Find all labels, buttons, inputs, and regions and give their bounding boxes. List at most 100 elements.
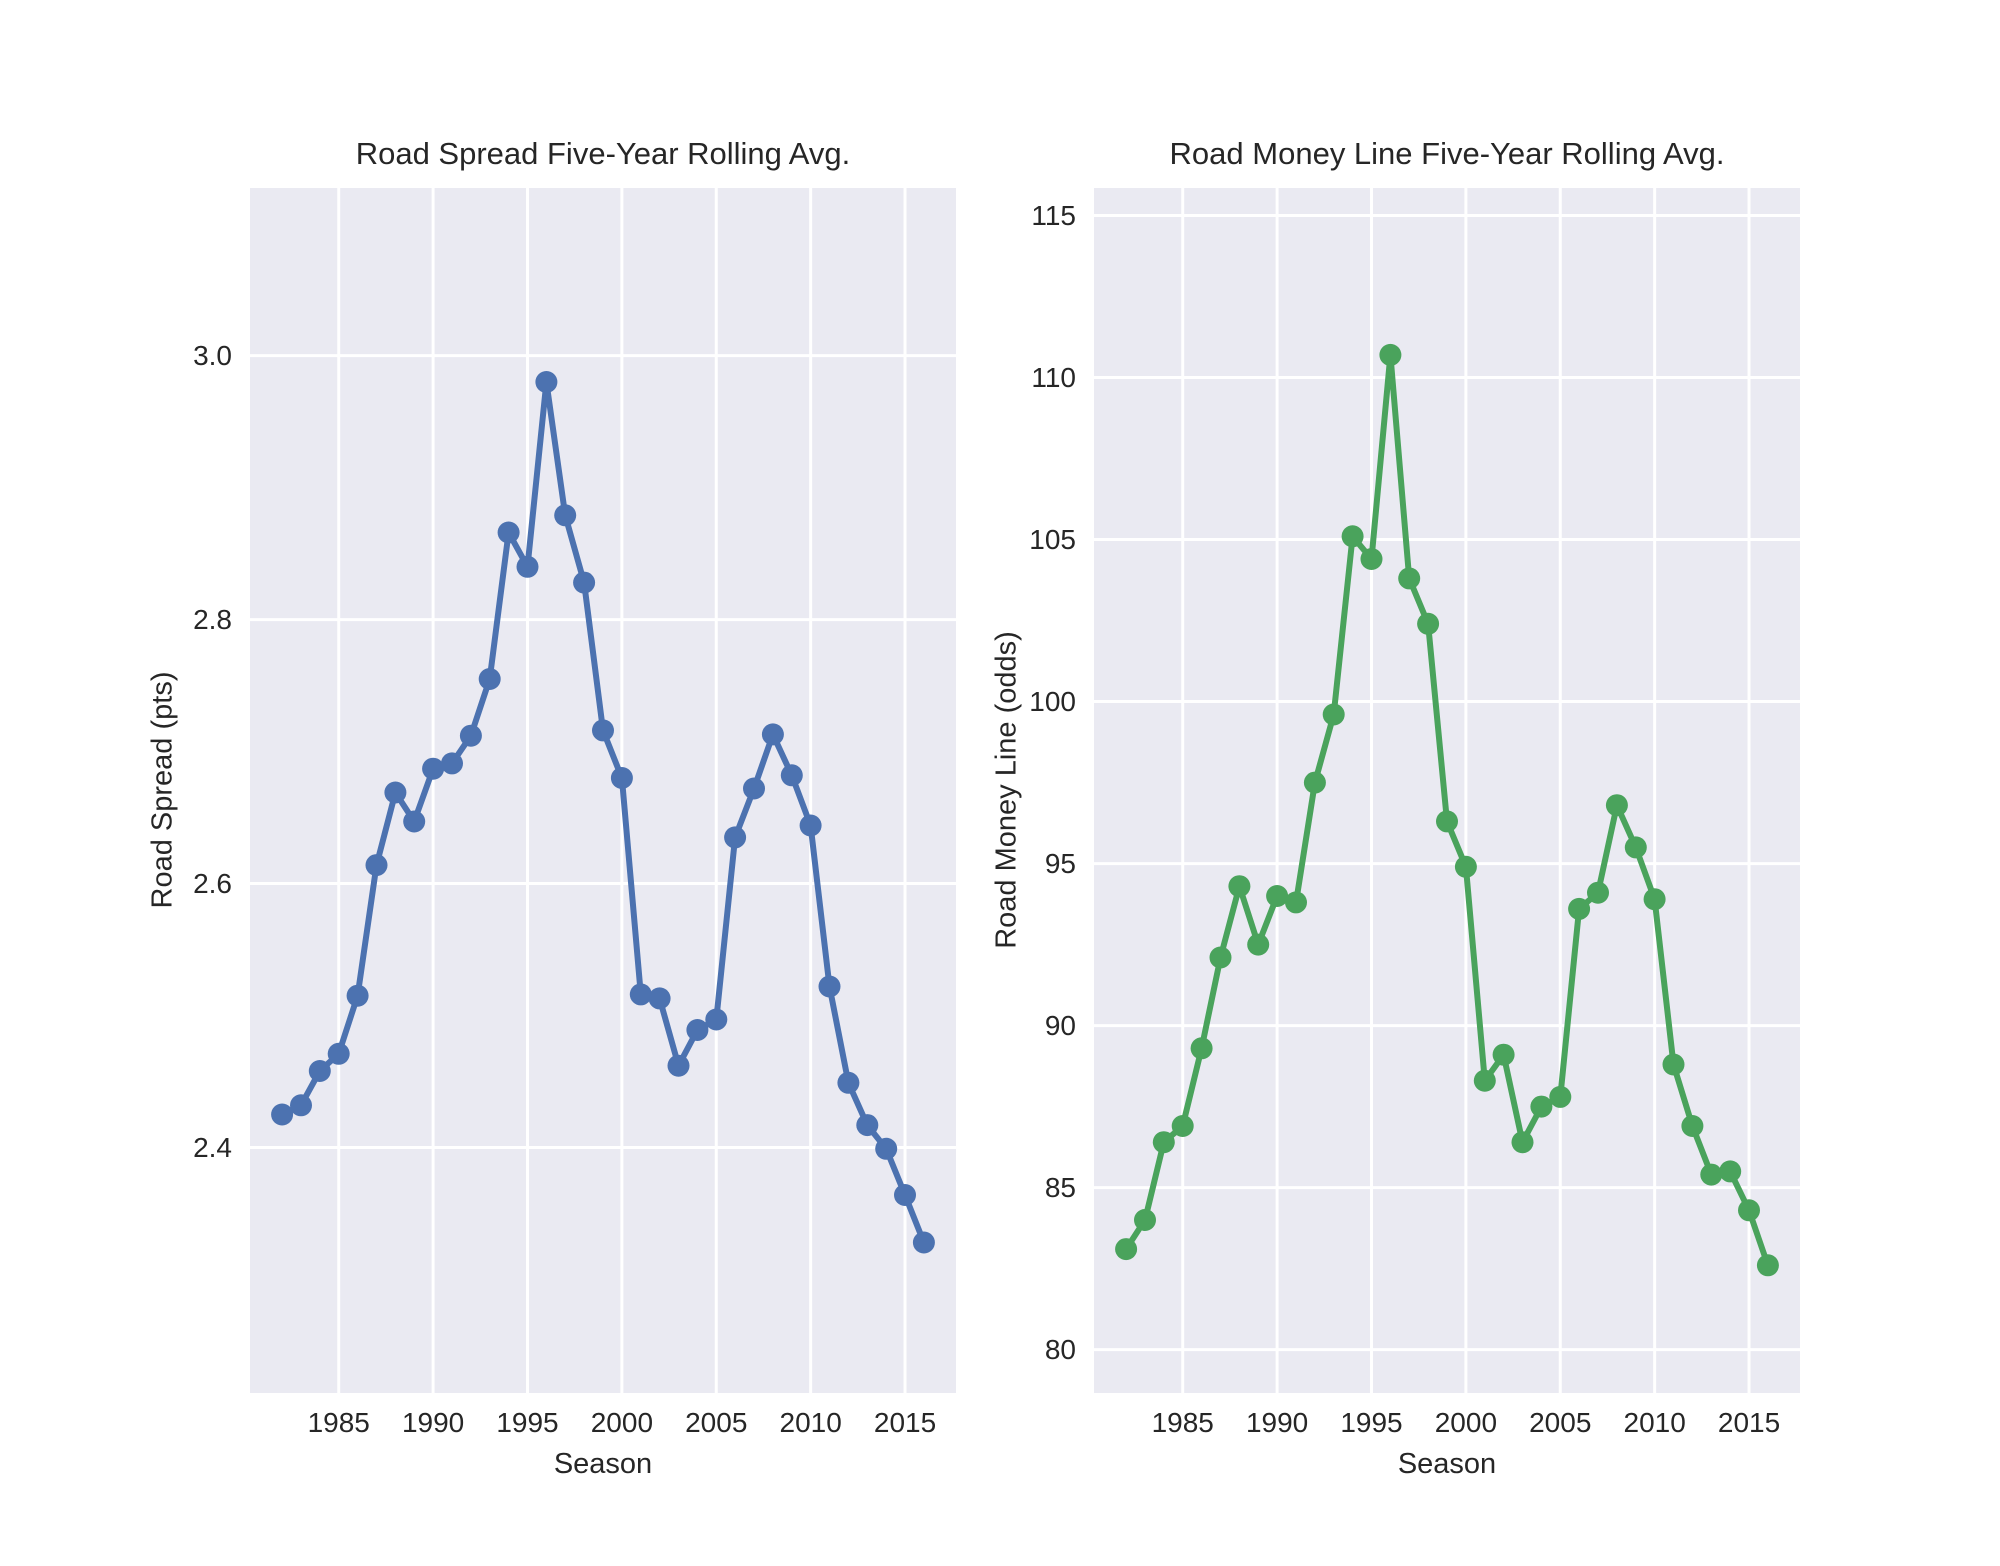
data-point [1417,612,1440,635]
data-point [346,984,369,1007]
y-tick-label: 2.6 [193,867,232,899]
y-tick-label: 115 [1031,199,1076,231]
x-tick-label: 1985 [1151,1407,1214,1438]
y-tick-label: 100 [1029,685,1076,717]
chart-canvas [1094,188,1800,1393]
data-point [1398,567,1421,590]
data-point [1492,1043,1515,1066]
x-tick-label: 1995 [1340,1407,1403,1438]
y-tick-label: 80 [1044,1333,1076,1365]
data-point [743,777,765,800]
data-point [1436,810,1458,833]
data-point [667,1054,690,1077]
data-line [1123,351,1771,1269]
data-point [837,1071,860,1094]
data-point [592,719,614,742]
x-tick-label: 2000 [590,1407,654,1438]
data-point [459,724,482,747]
x-tick-label: 1990 [401,1407,465,1438]
data-point [516,555,539,578]
chart-title: Road Spread Five-Year Rolling Avg. [355,136,851,171]
data-point [497,521,520,544]
x-tick-label: 1990 [1245,1407,1309,1438]
data-line [279,379,927,1246]
data-point [1303,771,1326,794]
y-tick-label: 85 [1044,1171,1076,1203]
data-point [1228,875,1251,898]
data-point [1360,548,1383,570]
data-point [554,504,577,527]
y-tick-label: 105 [1029,523,1076,555]
data-point [1152,1131,1175,1154]
data-point [1266,885,1289,907]
data-point [1454,855,1477,878]
data-point [290,1094,312,1117]
data-point [1511,1131,1534,1154]
y-tick-label: 110 [1031,361,1076,393]
data-point [761,723,784,746]
data-point [308,1060,331,1082]
data-point [1587,881,1609,904]
data-point [1379,343,1402,366]
data-point [1473,1069,1496,1092]
data-point [1719,1160,1742,1183]
x-tick-label: 2000 [1434,1407,1498,1438]
chart-title: Road Money Line Five-Year Rolling Avg. [1169,136,1725,171]
data-point [1624,836,1647,859]
data-point [648,987,671,1010]
data-point [535,371,558,393]
data-point [1209,946,1232,969]
data-point [1643,888,1666,911]
data-point [1134,1209,1156,1231]
x-tick-label: 2005 [685,1407,748,1438]
data-point [1605,794,1628,817]
data-point [422,757,445,780]
data-point [875,1137,898,1160]
x-tick-label: 2015 [873,1407,937,1438]
y-axis-label: Road Spread (pts) [146,671,179,909]
data-point [1756,1254,1779,1277]
data-point [1549,1085,1572,1108]
x-tick-label: 2015 [1717,1407,1781,1438]
x-tick-label: 2010 [779,1407,842,1438]
data-point [573,571,596,594]
data-point [629,983,652,1006]
data-point [1738,1199,1760,1222]
data-point [686,1019,709,1041]
data-point [384,781,407,804]
data-point [478,668,501,690]
data-point [610,767,633,789]
data-point [1530,1095,1553,1118]
data-point [1322,703,1345,726]
data-point [912,1231,935,1254]
data-point [327,1042,350,1065]
data-point [705,1008,728,1031]
data-point [1247,933,1270,956]
data-point [894,1184,916,1206]
y-tick-label: 3.0 [193,339,232,371]
x-tick-label: 2010 [1623,1407,1686,1438]
data-point [724,826,747,849]
data-point [818,975,841,998]
chart-canvas [250,188,956,1393]
data-point [441,752,463,775]
x-tick-label: 1995 [496,1407,559,1438]
y-tick-label: 95 [1044,847,1076,879]
plot-area [1094,188,1800,1393]
x-tick-label: 1985 [307,1407,370,1438]
data-point [1171,1115,1194,1137]
data-point [271,1103,294,1126]
data-point [403,810,426,833]
x-axis-label: Season [553,1448,653,1480]
data-point [1190,1037,1213,1060]
data-point [1285,891,1307,914]
data-point [799,814,822,837]
y-tick-label: 90 [1044,1009,1076,1041]
data-point [1662,1053,1685,1076]
x-tick-label: 2005 [1529,1407,1592,1438]
data-point [1700,1163,1723,1186]
plot-area [250,188,956,1393]
y-axis-label: Road Money Line (odds) [990,631,1023,949]
